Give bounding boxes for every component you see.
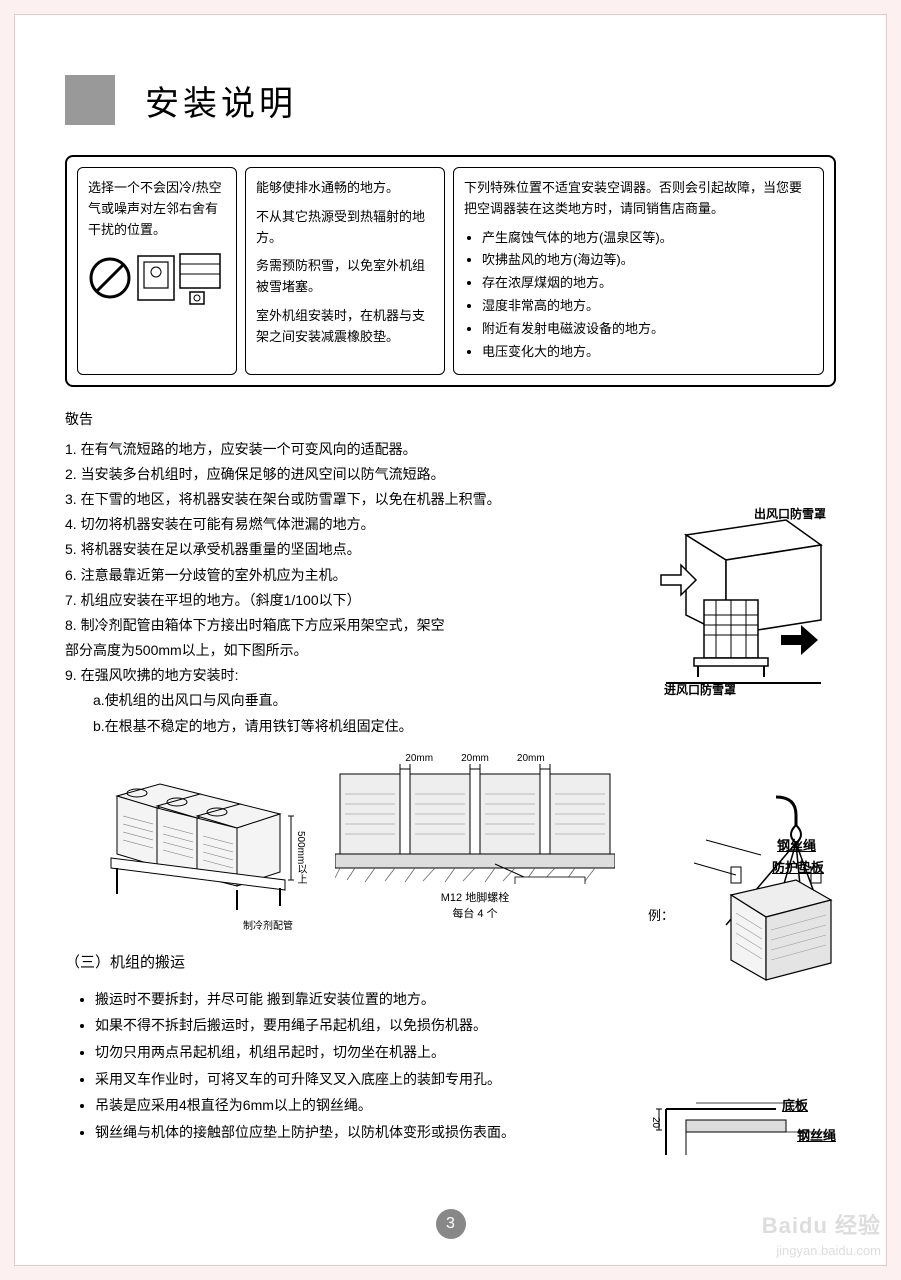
box3-item: 湿度非常高的地方。 [482, 296, 813, 317]
gap-label: 20mm [461, 753, 489, 764]
box3-item: 产生腐蚀气体的地方(温泉区等)。 [482, 228, 813, 249]
base-plate-figure: 20 底板 钢丝绳 [656, 1085, 836, 1168]
fig-left-pipe: 制冷剂配管 [243, 917, 293, 932]
info-boxes: 选择一个不会因冷/热空气或噪声对左邻右舍有干扰的位置。 能够使排水通畅的地方。 … [65, 155, 836, 387]
multi-units-icon [335, 764, 615, 884]
gap-label: 20mm [517, 753, 545, 764]
box2-p1: 能够使排水通畅的地方。 [256, 178, 434, 199]
box1-text: 选择一个不会因冷/热空气或噪声对左邻右舍有干扰的位置。 [88, 178, 226, 240]
lift-example-label: 例： [648, 905, 674, 924]
page-number: 3 [436, 1209, 466, 1239]
wire-rope-label: 钢丝绳 [797, 1125, 836, 1144]
fig-raised-units: 500mm以上 制冷剂配管 [105, 776, 305, 921]
box2-p3: 务需预防积雪，以免室外机组被雪堵塞。 [256, 256, 434, 298]
box3-item: 附近有发射电磁波设备的地方。 [482, 319, 813, 340]
lift-pad-label: 防护垫板 [772, 857, 824, 876]
fig-left-height: 500mm以上 [293, 831, 308, 884]
box2-p4: 室外机组安装时，在机器与支架之间安装减震橡胶垫。 [256, 306, 434, 348]
box3-item: 吹拂盐风的地方(海边等)。 [482, 250, 813, 271]
box3-item: 存在浓厚煤烟的地方。 [482, 273, 813, 294]
page-title: 安装说明 [145, 76, 297, 125]
snow-bottom-label: 进风口防雪罩 [664, 681, 736, 698]
h20-label: 20 [650, 1117, 661, 1128]
watermark: Baidu 经验 jingyan.baidu.com [762, 1211, 881, 1260]
box-unsuitable: 下列特殊位置不适宜安装空调器。否则会引起故障，当您要把空调器装在这类地方时，请同… [453, 167, 824, 375]
title-block-icon [65, 75, 115, 125]
bullet-item: 如果不得不拆封后搬运时，要用绳子吊起机组，以免损伤机器。 [95, 1012, 836, 1039]
notice-sub-b: b.在根基不稳定的地方，请用铁钉等将机组固定住。 [93, 714, 836, 739]
notice-item: 2. 当安装多台机组时，应确保足够的进风空间以防气流短路。 [65, 462, 836, 487]
box-location: 选择一个不会因冷/热空气或噪声对左邻右舍有干扰的位置。 [77, 167, 237, 375]
box-conditions: 能够使排水通畅的地方。 不从其它热源受到热辐射的地方。 务需预防积雪，以免室外机… [245, 167, 445, 375]
watermark-brand: Baidu 经验 [762, 1211, 881, 1242]
raised-units-icon [105, 776, 305, 916]
box3-intro: 下列特殊位置不适宜安装空调器。否则会引起故障，当您要把空调器装在这类地方时，请同… [464, 178, 813, 220]
fig-multi-units: 20mm 20mm 20mm [335, 753, 615, 921]
lift-rope-label: 钢丝绳 [777, 835, 816, 854]
page: 安装说明 选择一个不会因冷/热空气或噪声对左邻右舍有干扰的位置。 能够使排 [14, 14, 887, 1266]
title-row: 安装说明 [65, 75, 836, 125]
snow-cover-icon [646, 505, 826, 695]
box3-list: 产生腐蚀气体的地方(温泉区等)。 吹拂盐风的地方(海边等)。 存在浓厚煤烟的地方… [464, 228, 813, 363]
bolt-label: M12 地脚螺栓 每台 4 个 [335, 889, 615, 921]
neighbor-icon [136, 248, 224, 308]
lifting-figure: 钢丝绳 防护垫板 例： [646, 795, 836, 998]
base-plate-label: 底板 [782, 1095, 808, 1114]
snow-top-label: 出风口防雪罩 [754, 505, 826, 522]
snow-cover-figure: 出风口防雪罩 进风口防雪罩 [646, 505, 826, 698]
notice-item: 1. 在有气流短路的地方，应安装一个可变风向的适配器。 [65, 437, 836, 462]
bullet-item: 切勿只用两点吊起机组，机组吊起时，切勿坐在机器上。 [95, 1039, 836, 1066]
bolt-text2: 每台 4 个 [452, 908, 497, 920]
lifting-icon [646, 795, 836, 995]
notice-title: 敬告 [65, 407, 836, 432]
box3-item: 电压变化大的地方。 [482, 342, 813, 363]
prohibit-icon [88, 256, 132, 300]
prohibit-illustration [88, 248, 226, 308]
box2-p2: 不从其它热源受到热辐射的地方。 [256, 207, 434, 249]
bolt-text1: M12 地脚螺栓 [441, 892, 509, 904]
watermark-url: jingyan.baidu.com [762, 1242, 881, 1260]
gap-label: 20mm [405, 753, 433, 764]
